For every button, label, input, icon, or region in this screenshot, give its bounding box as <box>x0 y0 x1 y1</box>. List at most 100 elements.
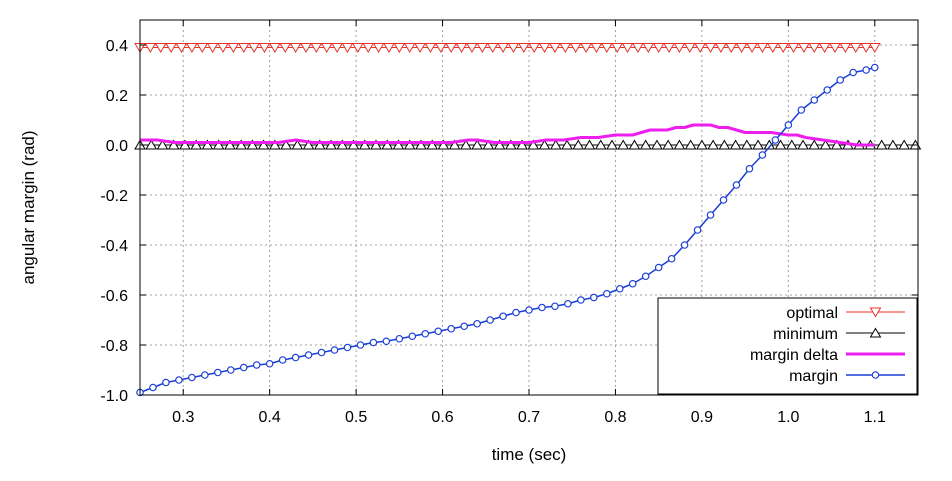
data-point-marker <box>673 43 686 53</box>
data-point-marker <box>590 43 603 53</box>
data-point-marker <box>732 181 741 189</box>
data-point-marker <box>466 43 478 53</box>
data-point-marker <box>615 284 624 293</box>
data-point-marker <box>268 43 281 53</box>
data-point-marker <box>434 327 443 336</box>
data-point-marker <box>382 337 391 346</box>
data-point-marker <box>280 139 292 150</box>
data-point-marker <box>434 43 447 53</box>
data-point-marker <box>415 139 427 150</box>
x-axis-label: time (sec) <box>492 445 567 464</box>
data-point-marker <box>246 139 259 150</box>
data-point-marker <box>549 139 562 150</box>
data-point-marker <box>455 43 468 53</box>
data-point-marker <box>347 139 360 150</box>
data-point-marker <box>632 43 644 53</box>
data-point-marker <box>426 139 439 150</box>
data-point-marker <box>517 43 530 53</box>
data-point-marker <box>167 139 180 150</box>
data-point-marker <box>696 139 708 150</box>
data-point-marker <box>473 319 481 328</box>
y-tick-label: 0.2 <box>106 88 128 105</box>
data-point-marker <box>667 254 676 263</box>
data-point-marker <box>235 139 248 150</box>
data-point-marker <box>175 376 183 384</box>
data-point-marker <box>395 334 404 343</box>
series-margin-delta <box>140 123 875 147</box>
data-point-marker <box>393 43 406 53</box>
y-tick-label: -0.6 <box>100 288 128 305</box>
data-point-marker <box>212 139 225 150</box>
data-point-marker <box>304 351 313 359</box>
data-point-marker <box>777 43 790 53</box>
data-point-marker <box>185 43 198 53</box>
data-point-marker <box>278 356 287 364</box>
data-point-marker <box>719 196 728 204</box>
data-point-marker <box>252 361 261 369</box>
data-point-marker <box>471 139 484 150</box>
data-point-marker <box>718 139 731 150</box>
data-point-marker <box>362 43 375 53</box>
data-point-marker <box>351 43 364 53</box>
data-point-marker <box>149 383 157 392</box>
data-point-marker <box>680 241 689 249</box>
data-point-marker <box>196 43 209 53</box>
data-point-marker <box>594 139 607 150</box>
data-point-marker <box>746 43 758 53</box>
data-point-marker <box>358 139 371 150</box>
y-axis-label: angular margin (rad) <box>19 130 38 284</box>
data-point-marker <box>808 139 821 150</box>
x-tick-label: 0.3 <box>172 409 194 426</box>
data-point-marker <box>651 139 663 150</box>
data-point-marker <box>745 164 754 173</box>
legend-label: optimal <box>786 305 838 322</box>
data-point-marker <box>162 378 170 387</box>
y-tick-label: 0.4 <box>106 38 128 55</box>
data-point-marker <box>421 329 430 338</box>
data-point-marker <box>356 341 365 349</box>
data-point-marker <box>849 43 862 53</box>
data-point-marker <box>144 43 157 53</box>
data-point-marker <box>476 43 489 53</box>
x-tick-label: 0.7 <box>518 409 540 426</box>
data-point-marker <box>849 68 857 77</box>
data-point-marker <box>621 43 634 53</box>
data-point-marker <box>829 43 841 53</box>
data-point-marker <box>684 139 697 150</box>
data-point-marker <box>797 139 809 150</box>
data-point-marker <box>313 139 326 150</box>
data-point-marker <box>317 348 326 357</box>
data-point-marker <box>549 43 561 53</box>
data-point-marker <box>538 303 546 312</box>
y-tick-label: -0.8 <box>100 338 128 355</box>
data-point-marker <box>642 43 655 53</box>
data-point-marker <box>302 139 315 150</box>
data-point-marker <box>291 353 300 362</box>
data-point-marker <box>145 139 158 150</box>
data-point-marker <box>641 272 650 281</box>
data-point-marker <box>239 363 248 372</box>
data-point-marker <box>538 139 551 150</box>
data-point-marker <box>572 139 585 150</box>
data-point-marker <box>752 139 764 150</box>
y-tick-label: -0.2 <box>100 188 128 205</box>
data-point-marker <box>797 106 806 114</box>
data-point-marker <box>600 43 613 53</box>
data-point-marker <box>201 139 214 150</box>
data-point-marker <box>343 343 352 352</box>
data-point-marker <box>504 139 517 150</box>
data-point-marker <box>493 139 506 150</box>
data-point-marker <box>460 139 472 150</box>
x-tick-label: 0.6 <box>431 409 453 426</box>
data-point-marker <box>525 306 533 314</box>
data-point-marker <box>265 359 274 368</box>
data-point-marker <box>331 43 343 53</box>
legend-label: margin <box>789 368 838 385</box>
data-point-marker <box>662 139 675 150</box>
data-point-marker <box>341 43 354 53</box>
data-point-marker <box>808 43 821 53</box>
data-point-marker <box>836 76 845 84</box>
data-point-marker <box>729 139 742 150</box>
